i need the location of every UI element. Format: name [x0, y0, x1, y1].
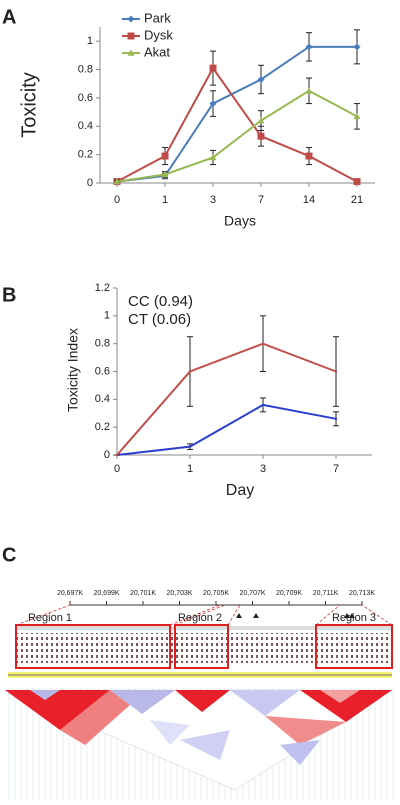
panel-label: A	[2, 6, 16, 28]
series-line	[116, 45, 357, 183]
scale-label: 20,711K	[313, 590, 339, 597]
region-boxes	[15, 624, 393, 669]
data-point	[305, 43, 313, 51]
x-tick-label: 7	[258, 194, 264, 206]
data-point	[113, 178, 121, 185]
region-label: Region 1	[28, 612, 72, 624]
zoom-lines	[15, 604, 393, 626]
x-tick-label: 1	[187, 463, 193, 475]
x-axis-label: Day	[226, 482, 254, 499]
data-point	[161, 152, 169, 160]
data-point	[353, 43, 361, 51]
scale-label: 20,707K	[239, 590, 265, 597]
y-tick-label: 0.4	[78, 120, 93, 132]
scale-label: 20,703K	[166, 590, 192, 597]
data-point	[353, 178, 361, 186]
scale-ticks	[69, 601, 363, 605]
x-tick-label: 0	[114, 194, 120, 206]
data-point	[305, 87, 313, 94]
series-line	[116, 66, 358, 183]
snp-arrows	[236, 613, 355, 618]
y-tick-label: 1.2	[95, 282, 110, 294]
data-point	[188, 370, 192, 373]
x-tick-label: 7	[333, 463, 339, 475]
y-tick-label: 1	[104, 310, 110, 322]
scale-label: 20,697K	[57, 590, 83, 597]
region-labels: Region 1 Region 2 Region 3	[28, 612, 376, 624]
data-point	[261, 403, 265, 407]
x-axis-label: Days	[224, 213, 256, 229]
legend-label: CC (0.94)	[128, 293, 193, 310]
y-tick-label: 1	[87, 35, 93, 47]
x-tick-label: 1	[162, 194, 168, 206]
data-point	[209, 100, 217, 108]
scale-label: 20,709K	[276, 590, 302, 597]
scale-labels: 20,697K 20,699K 20,701K 20,703K 20,705K …	[57, 590, 375, 597]
y-tick-label: 0.8	[95, 338, 110, 350]
legend-marker	[127, 49, 135, 56]
region-label: Region 2	[178, 612, 222, 624]
y-tick-label: 0.2	[78, 149, 93, 161]
series-line	[116, 403, 337, 456]
scale-label: 20,701K	[130, 590, 156, 597]
y-axis-label: Toxicity Index	[65, 328, 81, 412]
y-tick-label: 0	[87, 177, 93, 189]
data-point	[257, 75, 265, 83]
series-line	[116, 89, 358, 183]
legend-label: CT (0.06)	[128, 311, 191, 328]
y-axis-label: Toxicity	[18, 72, 40, 138]
ld-plot	[4, 689, 393, 791]
y-tick-label: 0.6	[78, 92, 93, 104]
data-point	[188, 445, 192, 448]
data-point	[161, 170, 169, 178]
data-point	[209, 153, 217, 161]
scale-label: 20,705K	[203, 590, 229, 597]
snp-track	[16, 633, 392, 663]
data-point	[115, 453, 119, 457]
x-tick-label: 14	[303, 194, 315, 206]
data-point	[209, 64, 217, 72]
legend-label: Park	[144, 10, 171, 25]
data-point	[334, 417, 338, 421]
snp-header	[16, 626, 392, 630]
x-tick-label: 0	[114, 463, 120, 475]
x-tick-label: 3	[260, 463, 266, 475]
y-tick-label: 0.6	[95, 365, 110, 377]
scale-label: 20,699K	[93, 590, 119, 597]
y-tick-label: 0.8	[78, 63, 93, 75]
series-line	[116, 342, 337, 456]
scale-label: 20,713K	[349, 590, 375, 597]
legend-label: Akat	[144, 44, 170, 59]
y-tick-label: 0.4	[95, 393, 110, 405]
panel-label: B	[2, 284, 16, 306]
x-tick-label: 21	[351, 194, 363, 206]
data-point	[353, 112, 361, 120]
data-point	[261, 342, 265, 345]
y-tick-label: 0.2	[95, 421, 110, 433]
data-point	[257, 117, 265, 124]
y-tick-label: 0	[104, 449, 110, 461]
legend-label: Dysk	[144, 27, 173, 42]
panel-c: C 20,697K 20,699K 20,701K 20,703K 20,705…	[2, 544, 395, 800]
legend-marker	[127, 32, 135, 40]
region-label: Region 3	[332, 612, 376, 624]
x-tick-label: 3	[210, 194, 216, 206]
data-point	[305, 152, 313, 160]
data-point	[334, 370, 338, 373]
panel-label: C	[2, 544, 16, 566]
data-point	[257, 132, 265, 140]
legend-marker	[127, 15, 135, 23]
